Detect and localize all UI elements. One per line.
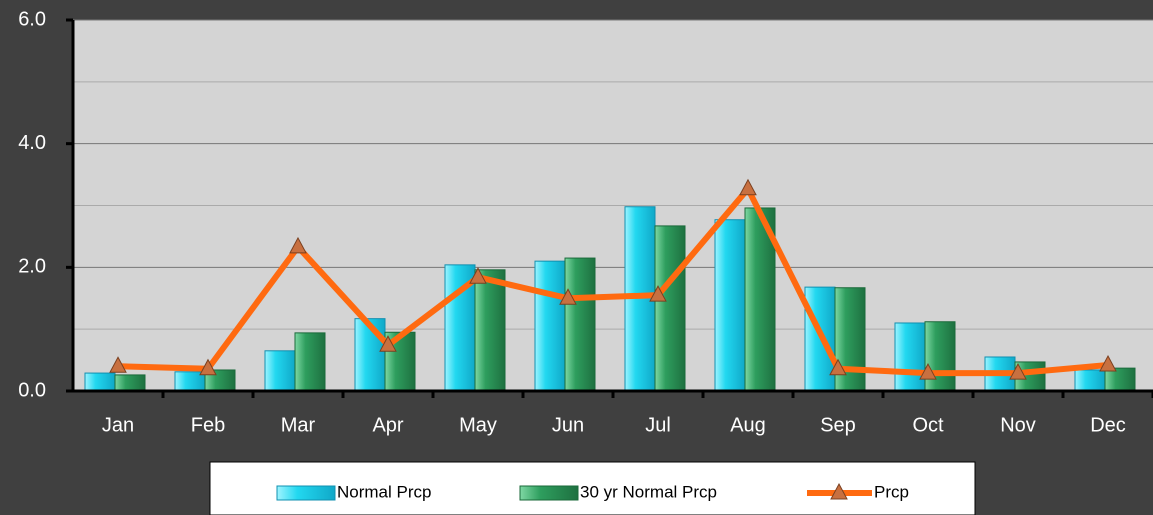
y-tick-label: 0.0 [18,379,46,401]
x-tick-label: Mar [281,414,316,436]
marker [109,356,127,373]
legend-swatch [276,485,336,501]
bar [474,269,506,392]
bar [534,260,566,392]
x-tick-label: May [459,414,497,436]
legend-label: 30 yr Normal Prcp [580,482,717,501]
y-tick-label: 4.0 [18,132,46,154]
bar [1104,367,1136,392]
bar [294,332,326,392]
x-tick-label: Jun [552,414,584,436]
bar [264,350,296,392]
x-tick-label: Dec [1090,414,1126,436]
x-tick-label: Oct [912,414,944,436]
bar [564,257,596,392]
bar [354,318,386,392]
x-tick-label: Sep [820,414,856,436]
marker [739,178,757,196]
y-tick-label: 6.0 [18,8,46,30]
x-tick-label: Jan [102,414,134,436]
bar [894,322,926,392]
bar [114,374,146,392]
legend-label: Normal Prcp [337,482,431,501]
bar [834,287,866,392]
marker [289,236,307,254]
legend-marker [830,482,848,500]
x-tick-label: Nov [1000,414,1036,436]
y-tick-label: 2.0 [18,256,46,278]
bar [84,372,116,392]
legend-swatch [519,485,579,501]
marker [469,267,487,284]
x-tick-label: Jul [645,414,671,436]
marker [919,363,937,380]
marker [649,285,667,302]
bar [714,219,746,392]
bar [654,225,686,392]
x-tick-label: Aug [730,414,766,436]
x-tick-label: Apr [372,414,403,436]
marker [1009,363,1027,380]
bar [924,321,956,392]
bar [1074,369,1106,392]
marker [829,358,847,376]
x-tick-label: Feb [191,414,225,436]
legend-label: Prcp [874,482,909,501]
marker [559,288,577,305]
marker [1099,354,1117,372]
marker [379,335,397,352]
legend [209,461,976,515]
marker [199,358,217,376]
line [117,185,1109,377]
